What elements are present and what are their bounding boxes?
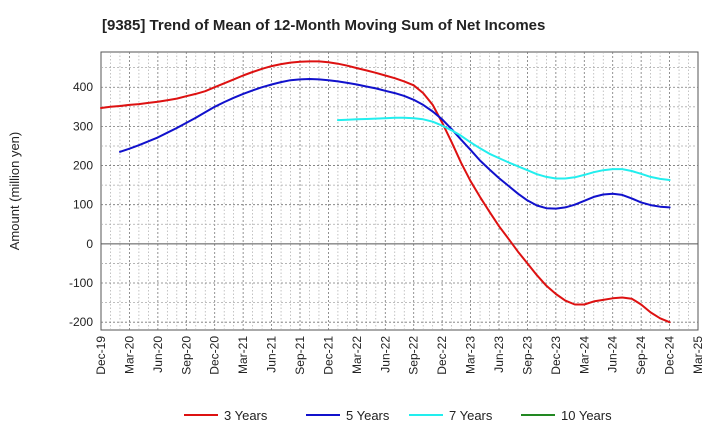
y-tick-label: 300 [73, 119, 93, 133]
x-tick-label: Sep-21 [293, 336, 307, 375]
x-tick-label: Jun-24 [606, 336, 620, 373]
y-tick-label: 200 [73, 159, 93, 173]
series-line [336, 116, 671, 181]
y-axis-label: Amount (million yen) [7, 132, 22, 251]
x-tick-label: Jun-23 [492, 336, 506, 373]
gridlines [101, 52, 698, 330]
series-line [100, 60, 671, 324]
x-tick-label: Jun-21 [265, 336, 279, 373]
x-tick-label: Dec-19 [94, 336, 108, 375]
y-tick-label: -100 [69, 276, 93, 290]
x-axis-ticks: Dec-19 Mar-20 Jun-20 Sep-20 Dec-20 Mar-21 Jun-… [94, 336, 705, 375]
x-tick-label: Dec-24 [663, 336, 677, 375]
x-tick-label: Jun-20 [151, 336, 165, 373]
x-tick-label: Sep-24 [634, 336, 648, 375]
x-tick-label: Mar-25 [691, 336, 705, 374]
x-tick-label: Dec-23 [549, 336, 563, 375]
legend-label: 5 Years [346, 408, 390, 423]
x-tick-label: Sep-20 [179, 336, 193, 375]
x-tick-label: Dec-20 [208, 336, 222, 375]
x-tick-label: Mar-20 [122, 336, 136, 374]
legend-label: 3 Years [224, 408, 268, 423]
x-tick-label: Dec-21 [321, 336, 335, 375]
series-line [119, 78, 671, 210]
legend: 3 Years 5 Years 7 Years 10 Years [184, 408, 612, 423]
legend-label: 10 Years [561, 408, 612, 423]
y-axis-ticks: 400 300 200 100 0 -100 -200 [69, 80, 93, 329]
x-tick-label: Sep-22 [407, 336, 421, 375]
y-tick-label: 400 [73, 80, 93, 94]
x-tick-label: Sep-23 [520, 336, 534, 375]
x-tick-label: Dec-22 [435, 336, 449, 375]
x-tick-label: Mar-21 [236, 336, 250, 374]
x-tick-label: Mar-24 [577, 336, 591, 374]
y-tick-label: 100 [73, 198, 93, 212]
y-tick-label: 0 [86, 237, 93, 251]
y-tick-label: -200 [69, 315, 93, 329]
legend-label: 7 Years [449, 408, 493, 423]
x-tick-label: Mar-22 [350, 336, 364, 374]
series-lines [100, 60, 671, 324]
plot-border [100, 51, 699, 331]
chart-title: [9385] Trend of Mean of 12-Month Moving … [102, 17, 545, 34]
plot-area [100, 51, 699, 331]
x-tick-label: Mar-23 [464, 336, 478, 374]
x-tick-label: Jun-22 [378, 336, 392, 373]
